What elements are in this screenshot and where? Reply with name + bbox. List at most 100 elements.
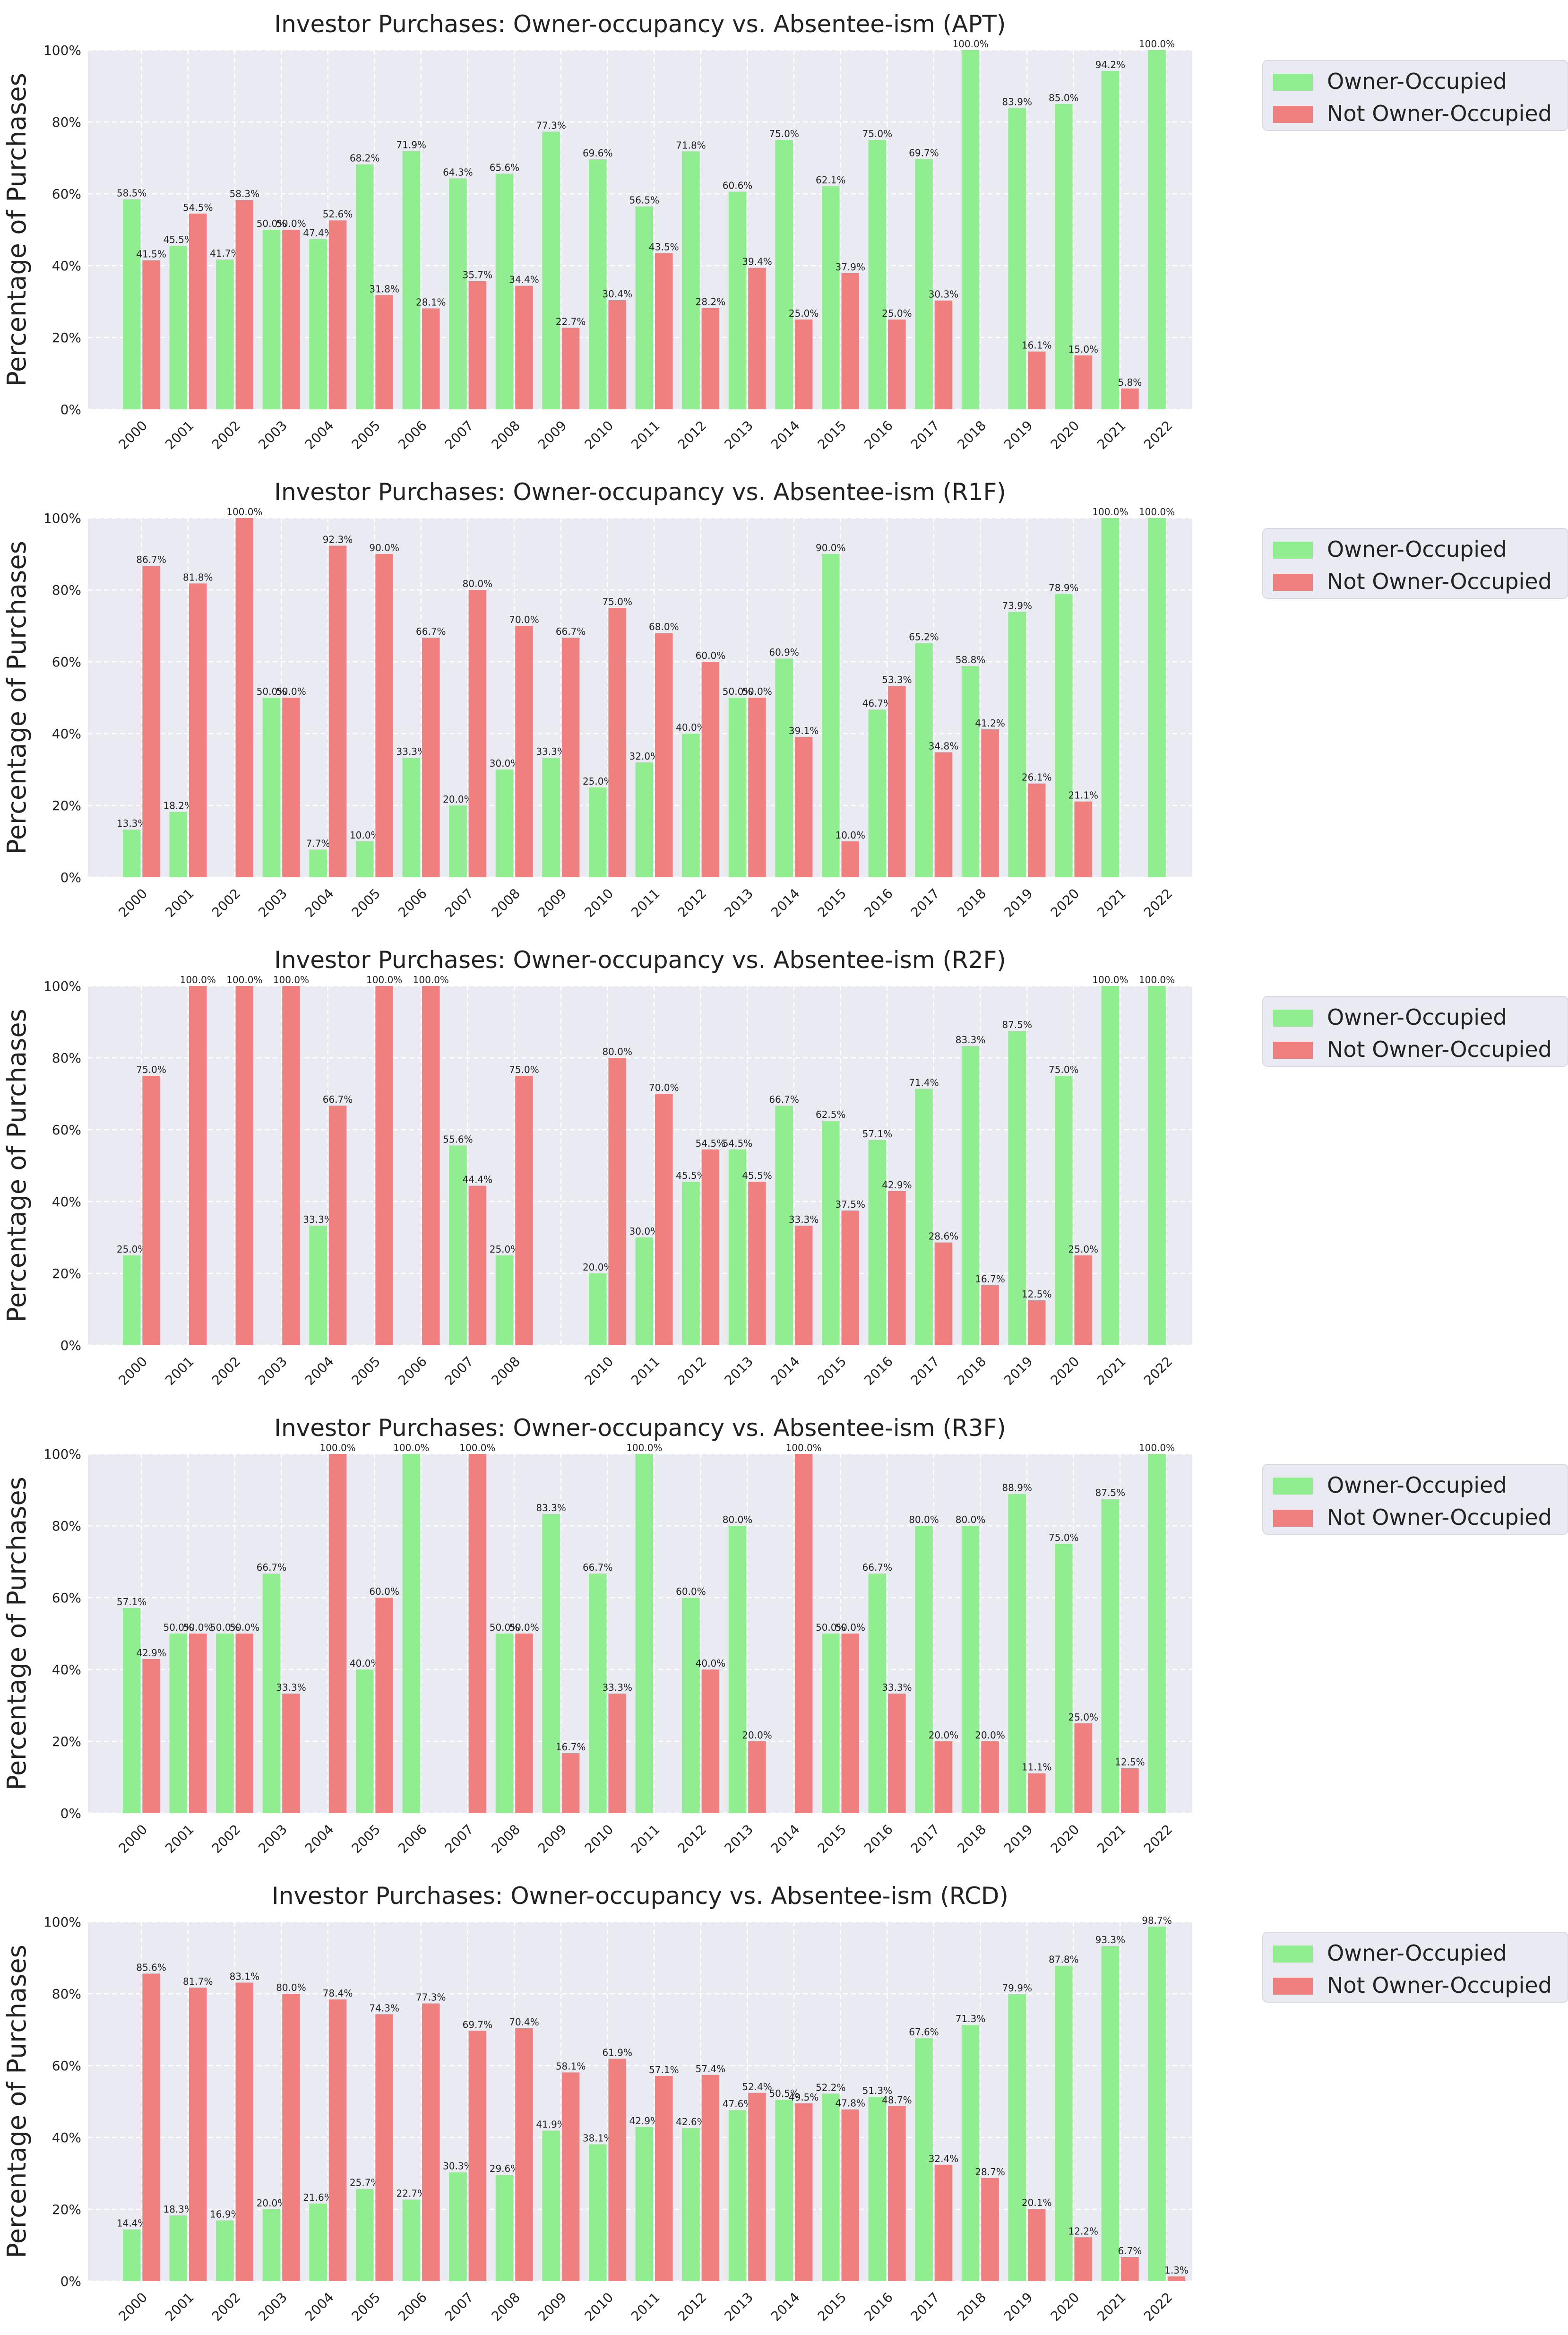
bar — [142, 1659, 160, 1813]
x-tick-label: 2020 — [1048, 1353, 1083, 1388]
x-tick-label: 2001 — [162, 417, 197, 452]
legend-swatch — [1273, 74, 1313, 91]
bar — [122, 1255, 141, 1345]
x-tick-label: 2002 — [209, 417, 244, 452]
data-label: 39.4% — [742, 256, 772, 268]
bar — [794, 320, 813, 409]
bar — [1148, 986, 1166, 1345]
x-tick-label: 2009 — [535, 2289, 570, 2324]
x-tick-label: 2011 — [628, 885, 663, 920]
data-label: 30.0% — [490, 758, 520, 769]
bar — [282, 1994, 300, 2281]
y-tick-label: 100% — [43, 510, 81, 526]
bar — [794, 2103, 813, 2281]
data-label: 41.2% — [975, 718, 1005, 729]
data-label: 33.3% — [882, 1682, 912, 1693]
bar — [701, 1669, 720, 1813]
legend: Owner-Occupied Not Owner-Occupied — [1262, 1464, 1568, 1535]
x-tick-label: 2000 — [115, 1353, 150, 1388]
legend-swatch — [1273, 106, 1313, 123]
x-tick-label: 2014 — [768, 1353, 803, 1388]
x-tick-label: 2012 — [675, 1821, 710, 1856]
bar — [542, 1513, 560, 1813]
bar — [868, 2097, 887, 2281]
bar — [1074, 1255, 1093, 1345]
y-tick-label: 40% — [52, 1194, 81, 1210]
bar — [1121, 388, 1139, 409]
data-label: 25.0% — [1068, 1712, 1099, 1723]
bar — [142, 1973, 160, 2281]
bar — [655, 253, 673, 409]
data-label: 49.5% — [789, 2092, 819, 2103]
x-tick-label: 2004 — [302, 1821, 337, 1856]
data-label: 20.0% — [975, 1730, 1005, 1741]
data-label: 42.9% — [629, 2115, 660, 2127]
y-tick-label: 0% — [60, 870, 81, 885]
x-tick-label: 2009 — [535, 1821, 570, 1856]
data-label: 80.0% — [956, 1514, 986, 1525]
data-label: 57.1% — [862, 1128, 893, 1140]
bar — [328, 220, 347, 409]
data-label: 75.0% — [1049, 1532, 1079, 1543]
data-label: 77.3% — [416, 1992, 446, 2003]
legend-swatch — [1273, 1510, 1313, 1527]
x-tick-label: 2007 — [442, 1821, 477, 1856]
bar — [1008, 612, 1026, 877]
data-label: 46.7% — [862, 698, 893, 709]
bar — [1055, 594, 1073, 877]
legend-label: Owner-Occupied — [1327, 1472, 1507, 1498]
data-label: 70.4% — [509, 2016, 539, 2028]
legend: Owner-Occupied Not Owner-Occupied — [1262, 528, 1568, 599]
bar — [981, 729, 999, 877]
legend: Owner-Occupied Not Owner-Occupied — [1262, 60, 1568, 131]
x-tick-label: 2014 — [768, 1821, 803, 1856]
y-tick-label: 60% — [52, 1122, 81, 1138]
data-label: 87.8% — [1049, 1954, 1079, 1965]
bar — [1121, 1768, 1139, 1813]
bar — [981, 2178, 999, 2281]
x-tick-label: 2022 — [1141, 2289, 1176, 2324]
data-label: 81.7% — [183, 1976, 213, 1987]
bar — [981, 1285, 999, 1345]
data-label: 33.3% — [396, 746, 427, 757]
bar — [934, 1741, 953, 1813]
bar — [682, 1598, 700, 1813]
x-tick-label: 2019 — [1001, 1821, 1036, 1856]
data-label: 43.5% — [649, 241, 679, 252]
bar — [355, 2188, 374, 2281]
legend-label: Owner-Occupied — [1327, 1940, 1507, 1966]
bar — [402, 1454, 421, 1813]
legend-label: Not Owner-Occupied — [1327, 1972, 1552, 1998]
y-tick-label: 40% — [52, 258, 81, 274]
data-label: 100.0% — [952, 38, 988, 50]
bar — [655, 633, 673, 877]
bar — [748, 2093, 766, 2281]
bar — [635, 206, 654, 409]
bar — [961, 50, 980, 409]
data-label: 25.0% — [882, 308, 912, 319]
data-label: 48.7% — [882, 2094, 912, 2106]
chart-panel: 0% 20% 40% 60% 80% 100% 25.0% 33.3% 55.6% 25.0% 20… — [2, 946, 1568, 1388]
legend-swatch — [1273, 1978, 1313, 1995]
x-tick-label: 2014 — [768, 2289, 803, 2324]
data-label: 37.9% — [835, 261, 865, 273]
legend-label: Owner-Occupied — [1327, 1004, 1507, 1030]
bar — [822, 2093, 840, 2281]
data-label: 69.7% — [909, 147, 939, 158]
bar — [375, 1598, 393, 1813]
bar — [468, 590, 487, 877]
x-tick-label: 2020 — [1048, 2289, 1083, 2324]
x-tick-label: 2001 — [162, 1353, 197, 1388]
data-label: 18.3% — [163, 2204, 193, 2215]
bar — [449, 805, 467, 877]
data-label: 93.3% — [1095, 1934, 1126, 1946]
y-tick-label: 0% — [60, 402, 81, 417]
bar — [216, 2220, 234, 2281]
x-tick-label: 2017 — [908, 2289, 943, 2324]
x-tick-label: 2022 — [1141, 1353, 1176, 1388]
y-tick-label: 100% — [43, 1914, 81, 1930]
data-label: 40.0% — [350, 1658, 380, 1669]
data-label: 28.7% — [975, 2166, 1005, 2178]
bar — [934, 752, 953, 877]
data-label: 11.1% — [1022, 1762, 1052, 1773]
